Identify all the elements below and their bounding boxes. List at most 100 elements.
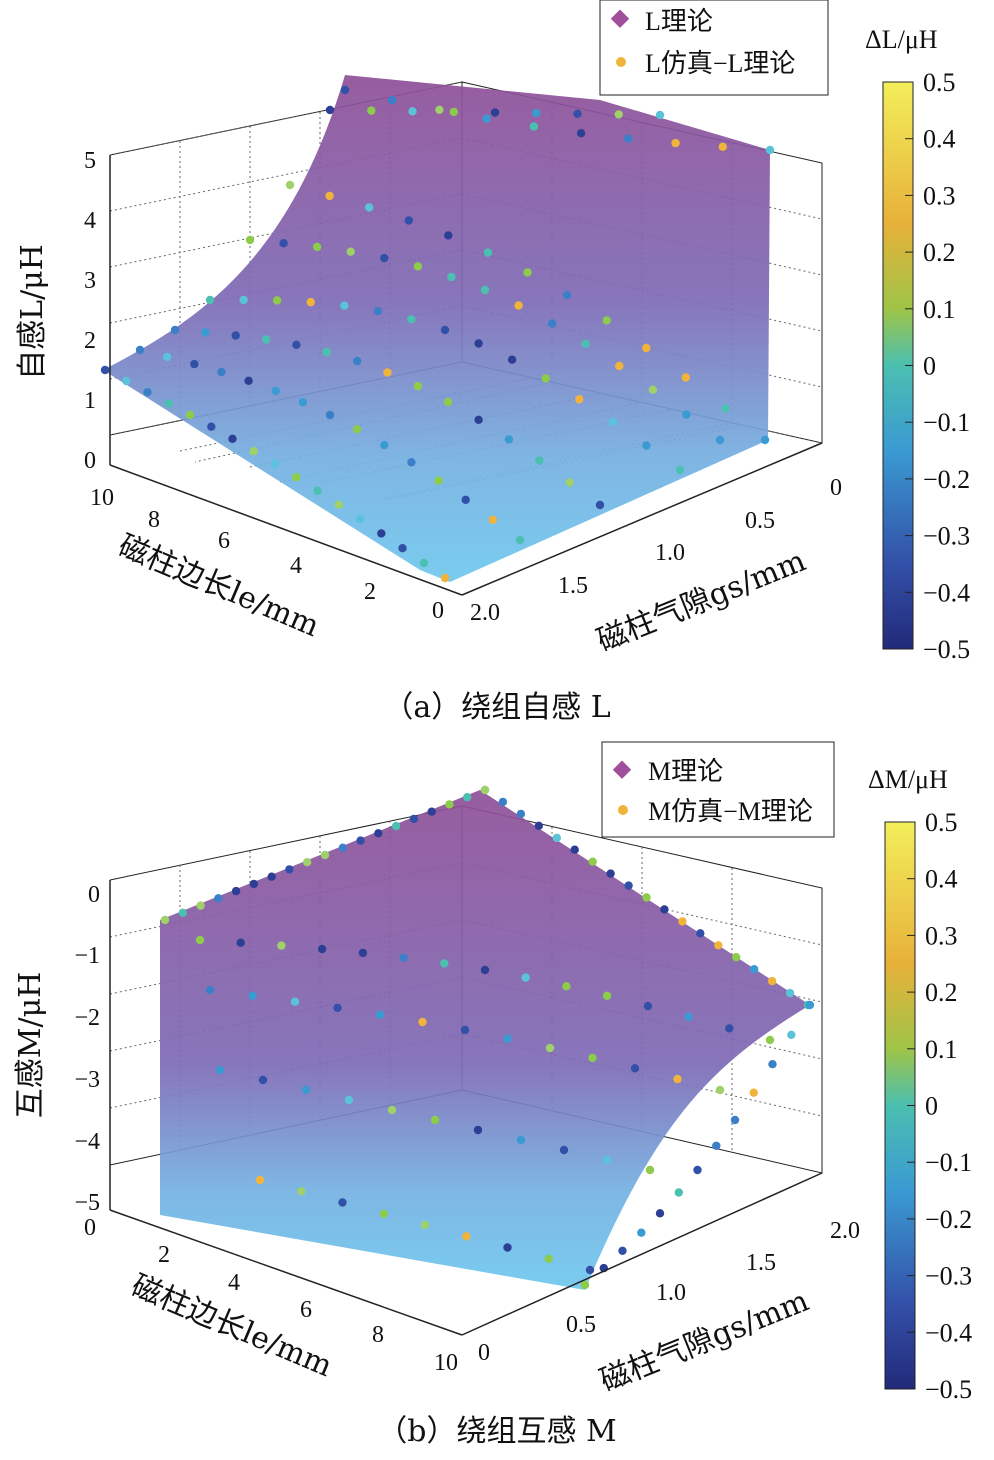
scatter-point: [787, 1030, 796, 1039]
scatter-point: [409, 814, 419, 824]
scatter-point: [255, 1175, 265, 1185]
scatter-point: [325, 410, 335, 420]
scatter-point: [460, 1025, 470, 1035]
scatter-point: [602, 991, 612, 1000]
scatter-point: [205, 985, 215, 995]
scatter-point: [565, 478, 574, 487]
scatter-point: [547, 319, 557, 328]
scatter-point: [270, 459, 280, 469]
legend-a: L理论 L仿真−L理论: [599, 0, 829, 96]
scatter-point: [541, 374, 550, 383]
legend-diamond-icon: [610, 9, 630, 28]
scatter-point: [544, 1254, 553, 1263]
y-tick: 1.5: [558, 573, 588, 599]
scatter-point: [642, 343, 651, 353]
colorbar-tick-label: 0.4: [925, 865, 958, 894]
scatter-point: [674, 1188, 683, 1197]
scatter-point: [624, 134, 633, 143]
chart-b-svg: 0 −1 −2 −3 −4 −5 0 2 4 6 8 10 0 0.5 1.0 …: [13, 741, 972, 1404]
caption-a: （a）绕组自感 L: [383, 690, 611, 725]
scatter-point: [320, 850, 330, 860]
scatter-point: [380, 253, 389, 263]
z-tick: 5: [84, 148, 96, 174]
scatter-point: [718, 142, 727, 151]
scatter-point: [552, 833, 561, 842]
scatter-point: [375, 1010, 385, 1019]
colorbar-a: ΔL/μH 0.5 0.4 0.3 0.2 0.1 0 −0.1 −0.2 −0.3 −0.4 −0…: [865, 25, 970, 664]
colorbar-tick-label: 0.2: [925, 978, 958, 1007]
colorbar-title: ΔL/μH: [865, 25, 938, 54]
surface-b: [160, 790, 810, 1290]
scatter-point: [449, 107, 458, 117]
scatter-point: [483, 248, 493, 257]
scatter-point: [334, 500, 343, 509]
caption-b: （b）绕组互感 M: [377, 1414, 617, 1449]
scatter-point: [322, 347, 331, 357]
scatter-point: [581, 339, 590, 348]
chart-panel-b: 0 −1 −2 −3 −4 −5 0 2 4 6 8 10 0 0.5 1.0 …: [0, 730, 994, 1460]
scatter-point: [462, 1232, 471, 1241]
scatter-point: [444, 397, 453, 407]
scatter-point: [562, 982, 571, 991]
scatter-point: [535, 456, 544, 465]
scatter-point: [292, 340, 301, 349]
scatter-point: [344, 1095, 354, 1105]
scatter-point: [624, 881, 633, 890]
scatter-point: [185, 410, 195, 420]
scatter-point: [312, 242, 322, 252]
scatter-point: [160, 915, 170, 925]
scatter-point: [340, 301, 349, 310]
scatter-point: [532, 108, 541, 118]
scatter-point: [301, 1085, 311, 1095]
scatter-point: [585, 1265, 595, 1275]
scatter-point: [122, 376, 131, 386]
chart-panel-a: 0 1 2 3 4 5 10 8 6 4 2 0 0 0.5 1.0 1.5 2…: [15, 0, 970, 725]
scatter-point: [355, 514, 365, 524]
scatter-point: [730, 1115, 740, 1125]
scatter-point: [696, 929, 705, 938]
scatter-point: [765, 1035, 775, 1045]
scatter-point: [655, 1209, 665, 1218]
scatter-point: [201, 328, 210, 337]
scatter-points-a: [100, 85, 775, 583]
z-tick: −3: [74, 1067, 100, 1093]
scatter-point: [214, 894, 223, 903]
scatter-point: [313, 486, 322, 495]
scatter-point: [398, 544, 407, 553]
scatter-point: [595, 500, 605, 510]
z-tick: 2: [84, 328, 96, 354]
scatter-point: [642, 441, 651, 450]
scatter-point: [463, 793, 472, 802]
scatter-point: [413, 381, 423, 391]
scatter-point: [684, 1012, 693, 1022]
x-tick: 0: [432, 598, 444, 624]
scatter-point: [606, 869, 615, 878]
scatter-point: [207, 422, 216, 431]
scatter-point: [231, 886, 241, 896]
scatter-point: [474, 415, 483, 424]
x-tick: 8: [372, 1322, 384, 1348]
scatter-point: [143, 388, 152, 397]
colorbar-tick-label: −0.4: [923, 578, 970, 607]
scatter-point: [675, 465, 685, 475]
scatter-point: [249, 879, 259, 889]
scatter-point: [480, 785, 490, 795]
scatter-point: [760, 435, 770, 445]
scatter-point: [576, 129, 586, 138]
scatter-point: [195, 935, 205, 945]
colorbar-tick-label: 0: [925, 1092, 938, 1121]
scatter-point: [516, 809, 526, 819]
legend-entry: L仿真−L理论: [645, 49, 795, 78]
scatter-point: [277, 941, 286, 950]
scatter-point: [258, 1075, 268, 1085]
x-ticks-b: 0 2 4 6 8 10: [84, 1215, 458, 1376]
colorbar-tick-label: 0.5: [925, 808, 958, 837]
y-tick: 0.5: [745, 508, 775, 534]
z-axis-label-b: 互感M/μH: [13, 972, 48, 1118]
scatter-point: [614, 110, 623, 119]
scatter-point: [340, 85, 350, 95]
colorbar-tick-label: 0.4: [923, 125, 956, 154]
legend-entry: M仿真−M理论: [648, 797, 813, 826]
scatter-point: [346, 247, 355, 256]
scatter-point: [648, 385, 658, 394]
